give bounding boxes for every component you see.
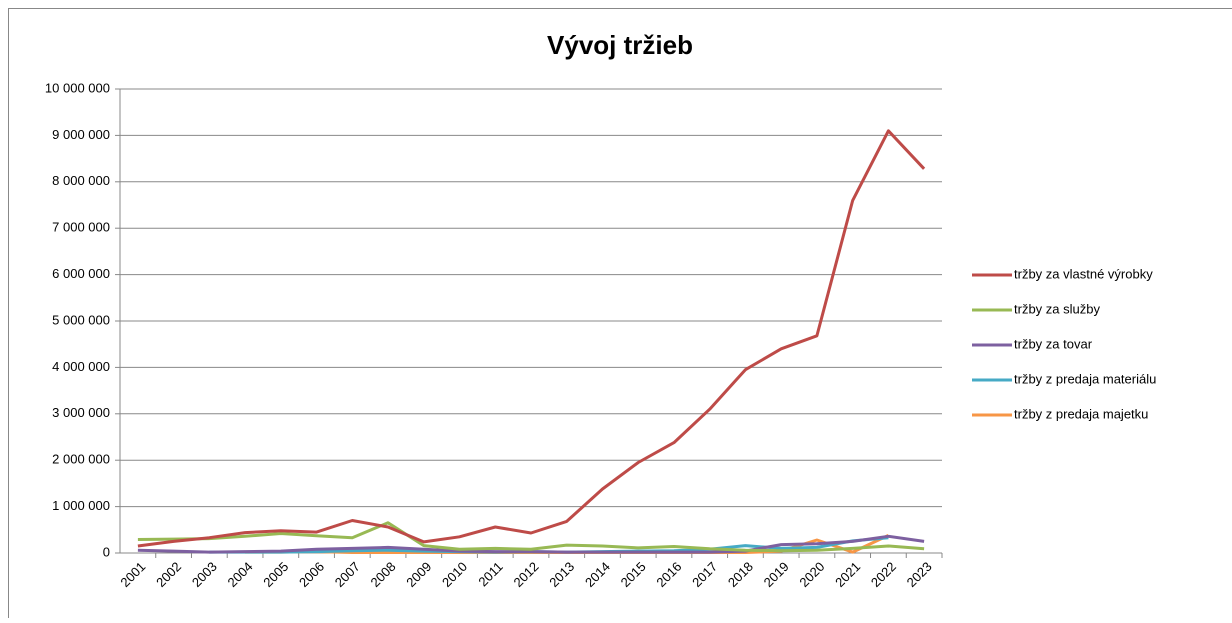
chart-title: Vývoj tržieb	[547, 30, 693, 60]
x-tick-label: 2013	[546, 559, 577, 590]
x-tick-label: 2015	[618, 559, 649, 590]
x-tick-label: 2010	[439, 559, 470, 590]
x-tick-label: 2001	[117, 559, 148, 590]
x-tick-label: 2023	[904, 559, 935, 590]
legend-label: tržby za služby	[1014, 301, 1100, 316]
x-tick-label: 2004	[225, 559, 256, 590]
x-tick-label: 2003	[189, 559, 220, 590]
series-line	[138, 131, 924, 546]
y-tick-label: 6 000 000	[52, 266, 110, 281]
y-tick-label: 9 000 000	[52, 127, 110, 142]
x-tick-label: 2005	[260, 559, 291, 590]
x-tick-label: 2002	[153, 559, 184, 590]
y-tick-label: 1 000 000	[52, 498, 110, 513]
x-tick-label: 2007	[332, 559, 363, 590]
x-tick-label: 2014	[582, 559, 613, 590]
x-tick-label: 2017	[689, 559, 720, 590]
y-tick-label: 4 000 000	[52, 359, 110, 374]
y-tick-label: 2 000 000	[52, 452, 110, 467]
x-tick-label: 2012	[510, 559, 541, 590]
y-tick-label: 5 000 000	[52, 312, 110, 327]
x-tick-label: 2008	[368, 559, 399, 590]
y-tick-label: 8 000 000	[52, 173, 110, 188]
x-tick-label: 2011	[475, 559, 505, 589]
legend-label: tržby za tovar	[1014, 336, 1093, 351]
legend-label: tržby z predaja materiálu	[1014, 371, 1156, 386]
x-tick-label: 2019	[761, 559, 792, 590]
y-tick-label: 0	[103, 544, 110, 559]
x-tick-label: 2020	[796, 559, 827, 590]
y-tick-label: 7 000 000	[52, 220, 110, 235]
x-tick-label: 2009	[403, 559, 434, 590]
x-tick-label: 2016	[653, 559, 684, 590]
y-tick-label: 10 000 000	[45, 80, 110, 95]
legend-label: tržby za vlastné výrobky	[1014, 266, 1153, 281]
x-tick-label: 2022	[868, 559, 899, 590]
legend-label: tržby z predaja majetku	[1014, 406, 1148, 421]
x-tick-label: 2018	[725, 559, 756, 590]
x-tick-label: 2021	[832, 559, 863, 590]
y-tick-label: 3 000 000	[52, 405, 110, 420]
x-tick-label: 2006	[296, 559, 327, 590]
